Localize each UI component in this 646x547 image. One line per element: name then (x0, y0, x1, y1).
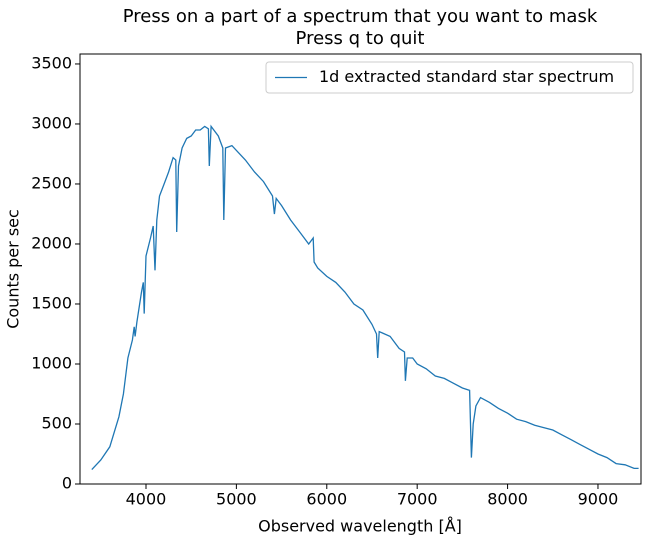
x-tick-label: 7000 (397, 490, 438, 509)
y-tick-label: 0 (62, 474, 72, 493)
y-tick-label: 500 (41, 413, 72, 432)
y-tick-label: 3500 (31, 53, 72, 72)
y-tick-label: 2500 (31, 173, 72, 192)
x-axis-label: Observed wavelength [Å] (258, 517, 462, 536)
x-tick-label: 5000 (216, 490, 257, 509)
x-tick-label: 9000 (578, 490, 619, 509)
x-tick-label: 4000 (126, 490, 167, 509)
y-axis-label: Counts per sec (4, 209, 23, 329)
x-tick-label: 8000 (487, 490, 528, 509)
y-tick-label: 1000 (31, 353, 72, 372)
x-tick-label: 6000 (306, 490, 347, 509)
axes-frame (79, 53, 642, 485)
legend-box (265, 61, 634, 94)
y-tick-label: 3000 (31, 113, 72, 132)
y-tick-label: 2000 (31, 233, 72, 252)
chart-title: Press on a part of a spectrum that you w… (123, 6, 598, 27)
y-tick-label: 1500 (31, 293, 72, 312)
spectrum-line (91, 124, 639, 471)
chart-title: Press q to quit (296, 28, 425, 49)
legend-label: 1d extracted standard star spectrum (319, 67, 614, 86)
